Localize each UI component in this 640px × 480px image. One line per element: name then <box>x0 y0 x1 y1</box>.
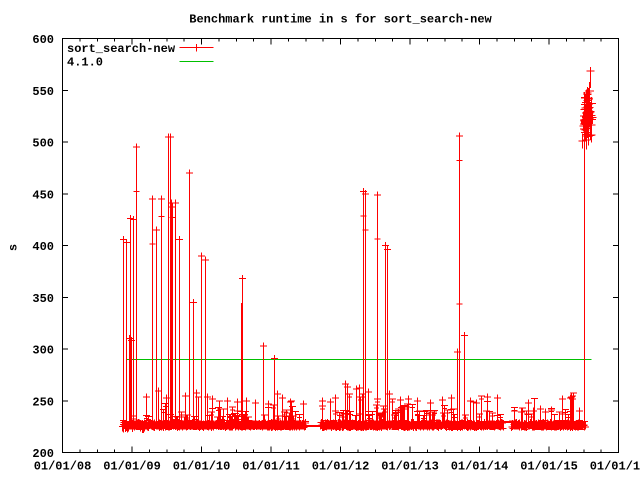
svg-text:550: 550 <box>32 85 54 99</box>
svg-text:s: s <box>7 244 21 251</box>
svg-text:250: 250 <box>32 395 54 409</box>
svg-text:01/01/16: 01/01/16 <box>590 460 640 474</box>
svg-text:sort_search-new: sort_search-new <box>67 42 176 56</box>
svg-text:01/01/15: 01/01/15 <box>520 460 578 474</box>
svg-text:350: 350 <box>32 292 54 306</box>
svg-text:01/01/08: 01/01/08 <box>34 460 92 474</box>
svg-text:200: 200 <box>32 447 54 461</box>
svg-text:500: 500 <box>32 137 54 151</box>
svg-text:01/01/13: 01/01/13 <box>381 460 439 474</box>
svg-text:4.1.0: 4.1.0 <box>67 55 103 69</box>
svg-text:400: 400 <box>32 240 54 254</box>
svg-text:450: 450 <box>32 188 54 202</box>
svg-text:600: 600 <box>32 33 54 47</box>
svg-text:01/01/09: 01/01/09 <box>103 460 161 474</box>
svg-text:01/01/10: 01/01/10 <box>173 460 231 474</box>
svg-text:Benchmark runtime in s for sor: Benchmark runtime in s for sort_search-n… <box>189 13 492 27</box>
svg-text:300: 300 <box>32 344 54 358</box>
svg-text:01/01/14: 01/01/14 <box>451 460 509 474</box>
svg-text:01/01/12: 01/01/12 <box>312 460 370 474</box>
svg-text:01/01/11: 01/01/11 <box>242 460 300 474</box>
